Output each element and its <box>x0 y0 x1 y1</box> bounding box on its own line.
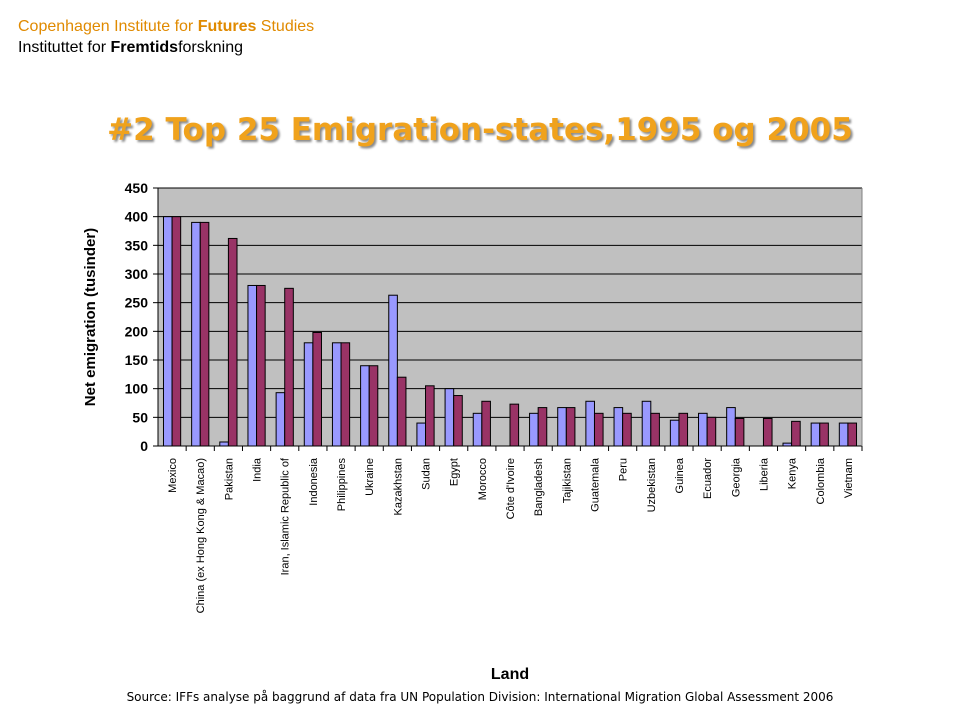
x-tick-label: Tajikistan <box>561 458 573 503</box>
x-tick-label: Kenya <box>787 457 799 489</box>
header-text: Studies <box>256 18 315 35</box>
bar <box>669 419 680 447</box>
header-text: Instituttet for <box>18 39 111 56</box>
plot-area <box>158 188 862 446</box>
x-tick-label: Kazakhstan <box>392 458 404 515</box>
bar <box>416 422 427 447</box>
y-tick-label: 450 <box>125 180 149 196</box>
x-tick-label: Sudan <box>421 458 433 490</box>
bar <box>275 392 286 447</box>
x-tick-label: China (ex Hong Kong & Macao) <box>195 458 207 613</box>
bar <box>284 287 294 447</box>
bar <box>162 216 173 447</box>
bar <box>227 237 238 447</box>
x-tick-label: Guatemala <box>589 457 601 512</box>
bar <box>368 365 379 447</box>
bar <box>847 422 858 447</box>
x-tick-label: Ukraine <box>364 458 376 496</box>
institute-name-danish: Instituttet for Fremtidsforskning <box>18 37 314 58</box>
x-tick-label: Bangladesh <box>533 458 545 516</box>
y-tick-label: 200 <box>125 323 149 339</box>
bar <box>706 416 717 447</box>
bar <box>734 417 745 447</box>
x-tick-label: Egypt <box>449 458 461 486</box>
y-tick-label: 350 <box>125 237 149 253</box>
x-tick-label: Côte d'Ivoire <box>505 458 517 519</box>
source-note: Source: IFFs analyse på baggrund af data… <box>126 690 834 704</box>
y-tick-label: 250 <box>125 295 149 311</box>
bar <box>762 417 773 447</box>
x-tick-label: Morocco <box>477 458 489 500</box>
y-tick-label: 400 <box>125 209 149 225</box>
bar <box>425 385 435 447</box>
bar <box>340 342 351 447</box>
institute-name-english: Copenhagen Institute for Futures Studies <box>18 16 314 37</box>
x-tick-label: Colombia <box>815 457 827 504</box>
y-tick-label: 300 <box>125 266 149 282</box>
bar <box>529 412 539 447</box>
bar <box>247 284 258 447</box>
bar <box>650 412 660 447</box>
bar <box>726 407 736 447</box>
x-axis-label: Land <box>491 666 529 683</box>
bar <box>585 400 595 447</box>
bar <box>199 221 210 447</box>
institute-header: Copenhagen Institute for Futures Studies… <box>18 16 314 58</box>
header-text-bold: Fremtids <box>110 39 179 56</box>
bar <box>819 422 829 447</box>
bar <box>810 422 821 447</box>
bar <box>613 407 624 447</box>
x-tick-label: Philippines <box>336 458 348 512</box>
bar <box>303 342 314 447</box>
bar <box>360 365 370 447</box>
bar <box>698 412 708 447</box>
y-axis-label: Net emigration (tusinder) <box>82 228 99 406</box>
bar <box>782 442 793 447</box>
bar <box>388 294 398 447</box>
bar <box>256 284 266 447</box>
y-tick-label: 100 <box>125 381 149 397</box>
x-tick-label: Pakistan <box>223 458 235 500</box>
bar <box>396 376 407 447</box>
y-tick-label: 150 <box>125 352 149 368</box>
bar <box>453 395 463 447</box>
bar <box>791 420 801 447</box>
x-tick-label: Georgia <box>730 457 742 497</box>
bar <box>331 342 342 447</box>
bar <box>838 422 849 447</box>
bar <box>219 441 229 447</box>
bar <box>472 412 483 447</box>
header-text-bold: Futures <box>197 18 257 35</box>
bar <box>557 407 567 447</box>
x-tick-label: Iran, Islamic Republic of <box>280 457 292 575</box>
bar <box>191 221 201 447</box>
x-tick-label: Indonesia <box>308 457 320 506</box>
bar <box>593 412 604 447</box>
header-text: forskning <box>178 39 243 56</box>
bar <box>537 407 548 447</box>
x-tick-label: India <box>252 457 264 482</box>
bar <box>565 407 576 447</box>
bar <box>509 403 520 447</box>
bar <box>444 388 455 447</box>
x-tick-label: Liberia <box>758 457 770 491</box>
bar <box>481 400 491 447</box>
bar <box>312 331 322 447</box>
x-tick-label: Peru <box>618 458 630 481</box>
x-tick-label: Mexico <box>167 458 179 493</box>
y-tick-label: 50 <box>132 409 148 425</box>
bar <box>171 216 182 447</box>
x-tick-label: Uzbekistan <box>646 458 658 512</box>
x-tick-label: Vietnam <box>843 458 855 498</box>
header-text: Copenhagen Institute for <box>18 18 198 35</box>
x-tick-label: Ecuador <box>702 458 714 499</box>
bar <box>622 412 632 447</box>
x-tick-label: Guinea <box>674 457 686 493</box>
slide-title: #2 Top 25 Emigration-states,1995 og 2005 <box>107 112 853 148</box>
bar <box>641 400 652 447</box>
bar <box>678 412 689 447</box>
y-tick-label: 0 <box>140 438 148 454</box>
